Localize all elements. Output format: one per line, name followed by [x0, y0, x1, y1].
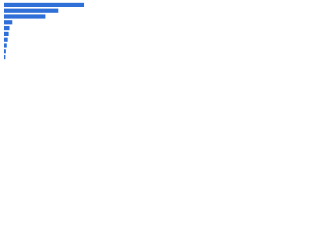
bar	[4, 2, 85, 7]
bar	[4, 43, 7, 48]
chart	[4, 2, 85, 60]
bar	[4, 8, 59, 13]
page: {"chart_data": {"type": "bar", "orientat…	[0, 0, 100, 71]
bar	[4, 20, 13, 25]
bar	[4, 14, 46, 19]
bar	[4, 49, 6, 54]
bar	[4, 37, 8, 42]
bar	[4, 26, 10, 31]
bar	[4, 31, 9, 36]
bar	[4, 55, 6, 60]
